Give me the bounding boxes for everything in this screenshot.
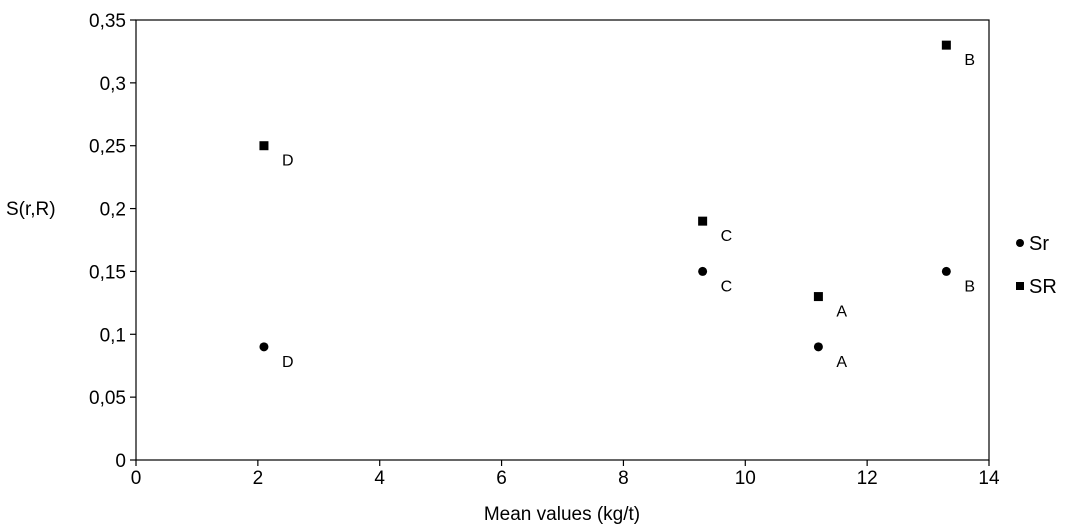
data-points: D C A B D C A B	[259, 40, 975, 371]
x-tick-label: 6	[496, 468, 507, 489]
y-tick-label: 0,2	[100, 200, 126, 221]
x-tick-label: 8	[618, 468, 629, 489]
sr-cap-point	[813, 292, 823, 302]
y-tick-label: 0,3	[100, 74, 126, 95]
point-label: C	[721, 228, 733, 245]
legend-circle-marker	[1016, 239, 1024, 247]
point-label: A	[836, 304, 847, 321]
x-tick-label: 4	[374, 468, 385, 489]
x-tick-label: 12	[857, 468, 878, 489]
point-label: B	[964, 278, 975, 295]
x-tick-label: 2	[253, 468, 264, 489]
sr-cap-point	[941, 40, 951, 50]
sr-point	[813, 342, 823, 352]
plot-area	[135, 19, 990, 461]
x-tick-label: 10	[735, 468, 756, 489]
legend-square-marker	[1016, 282, 1024, 290]
point-label: A	[836, 354, 847, 371]
y-tick-label: 0,05	[89, 388, 126, 409]
x-axis-title: Mean values (kg/t)	[484, 504, 640, 525]
point-label: B	[964, 52, 975, 69]
y-tick-label: 0,35	[89, 11, 126, 32]
point-label: D	[282, 153, 294, 170]
sr-point	[698, 266, 708, 276]
sr-cap-point	[698, 216, 708, 226]
legend-label: SR	[1029, 276, 1057, 298]
sr-point	[941, 266, 951, 276]
y-tick-label: 0	[115, 451, 126, 472]
point-label: D	[282, 354, 294, 371]
sr-cap-point	[259, 141, 269, 151]
x-tick-label: 0	[131, 468, 142, 489]
legend-item: SR	[1016, 276, 1057, 298]
y-tick-label: 0,1	[100, 325, 126, 346]
y-axis: 0 0,05 0,1 0,15 0,2 0,25 0,3 0,35	[89, 11, 136, 472]
legend-label: Sr	[1029, 233, 1049, 255]
y-tick-label: 0,25	[89, 137, 126, 158]
legend: Sr SR	[1016, 233, 1057, 298]
x-axis: 0 2 4 6 8 10 12 14	[131, 460, 1000, 489]
y-tick-label: 0,15	[89, 262, 126, 283]
point-label: C	[721, 278, 733, 295]
legend-item: Sr	[1016, 233, 1049, 255]
x-tick-label: 14	[978, 468, 1000, 489]
y-axis-title: S(r,R)	[6, 199, 56, 220]
sr-point	[259, 342, 269, 352]
